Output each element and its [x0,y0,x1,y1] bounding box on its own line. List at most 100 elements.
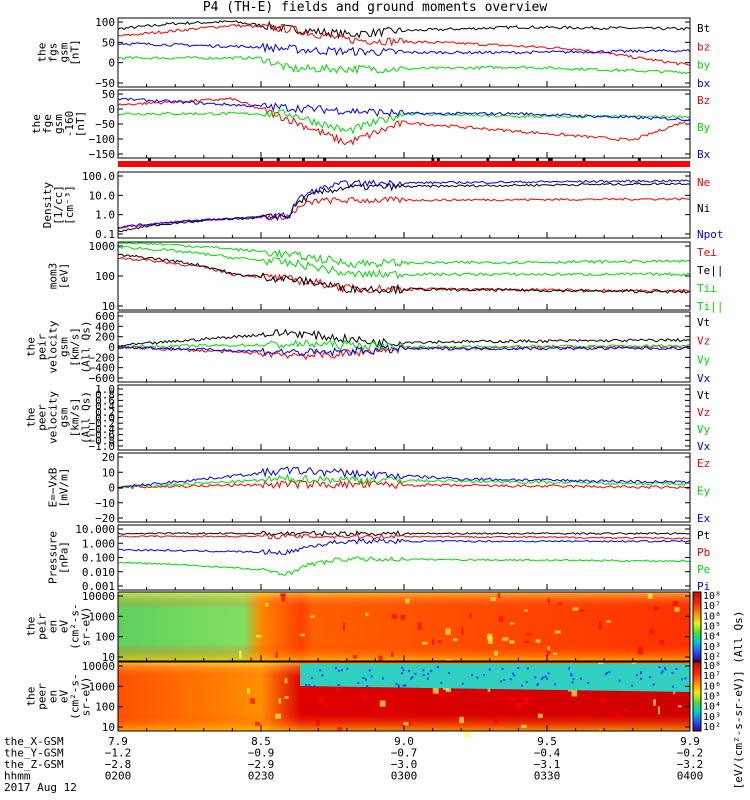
spectrogram-peir-texture [490,597,496,601]
ephem-value: 7.9 [108,735,128,748]
spectrogram-peer-texture [599,698,606,704]
y-tick-label: −1.0 [89,440,116,453]
peer-band-dots [503,678,506,681]
peer-band-dots [426,677,429,680]
spectrogram-peir-texture [265,602,269,607]
y-axis-label: (cm²-s- [69,673,82,719]
spectrogram-peir-texture [554,630,561,634]
spectrogram-peer-texture [317,697,323,704]
peer-band-dots [684,677,687,680]
spectrogram-peir-texture [486,633,493,640]
spectrogram-peir-texture [553,652,557,655]
spectrogram-peir-texture [352,654,358,659]
y-axis-label: peir [36,613,49,640]
colorbar-tick-label: 10⁷ [703,671,721,682]
peer-band-dots [513,674,516,677]
y-axis-label: [1/cc] [52,185,65,225]
peer-band-dots [436,666,439,669]
peer-band-dots [568,667,571,670]
y-tick-label: −600 [89,372,116,385]
chart-title: P4 (TH-E) fields and ground moments over… [202,0,548,15]
peer-band-dots [540,678,543,681]
y-tick-label: 10000 [82,660,115,673]
spectrogram-peir-texture [497,593,501,599]
spectrogram-peer-texture [615,714,621,720]
y-axis-label: en [47,620,60,633]
y-axis-label: mom3 [47,263,60,290]
y-tick-label: −400 [89,362,116,375]
peer-band-dots [640,671,643,674]
ephem-value: −0.2 [677,747,704,760]
spectrogram-peer-texture [523,697,530,705]
y-axis-label: E=−VxB [47,467,60,507]
y-tick-label: 1.0 [95,209,115,222]
legend-entry: Vz [697,406,710,419]
peer-band-dots [660,671,663,674]
spectrogram-peir-texture [453,638,458,642]
peer-band-dots [337,683,340,686]
y-axis-label: eV [58,620,71,634]
series-line-Vx [117,344,691,358]
peer-band-dots [401,666,404,669]
spectrogram-peir-texture [557,602,563,605]
peer-band-dots [545,677,548,680]
peer-band-dots [346,667,349,670]
legend-entry: Ni [697,202,710,215]
peer-band-dots [572,678,575,681]
peer-band-dots [501,667,504,670]
ephem-value: −1.2 [105,747,132,760]
spectrogram-peir-texture [365,612,369,617]
spectrogram-peer-texture [432,687,439,694]
peer-band-dots [321,674,324,677]
y-tick-label: 100.0 [82,170,115,183]
spectrogram-peir-texture [524,641,530,644]
peer-band-dots [521,684,524,687]
peer-band-dots [526,667,529,670]
peer-band-dots [366,685,369,688]
peer-band-dots [402,684,405,687]
y-axis-label: [km/s] [69,398,82,438]
peer-band-dots [536,683,539,686]
spectrogram-peir-texture [659,639,665,645]
peer-band-dots [570,674,573,677]
peer-band-dots [525,681,528,684]
peer-band-dots [534,676,537,679]
panel-frame-pressure [117,524,691,591]
y-tick-label: 100 [95,270,115,283]
y-axis-label: [nT] [74,111,87,138]
ephem-value: 0330 [534,770,561,783]
spectrogram-peir-texture [469,613,472,618]
peer-band-dots [488,668,491,671]
mode-bar-mark [323,158,327,161]
spectrogram-peer-texture [275,713,282,719]
peer-band-dots [319,669,322,672]
y-tick-label: 0.8 [95,389,115,402]
spectrogram-peer-texture [443,686,449,690]
legend-entry: bz [697,40,710,53]
ephem-value: −3.1 [534,758,561,771]
y-axis-label: peer [36,404,49,431]
mode-bar-mark [637,158,641,161]
peer-band-dots [639,672,642,675]
y-axis-label: the [30,114,43,134]
series-line-Te|| [117,253,690,296]
y-axis-label: sr-eV) [80,607,93,647]
spectrogram-peir-texture [461,627,464,635]
spectrogram-peer-texture [509,696,516,701]
colorbar-tick-label: 10⁴ [703,702,721,713]
mode-bar-mark [301,158,305,161]
series-line-Pt [117,530,691,537]
legend-entry: Vt [697,316,710,329]
spectrogram-peir-texture [438,640,442,644]
peer-band-dots [664,668,667,671]
peer-band-dots [618,679,621,682]
ephem-label: the_X-GSM [4,735,64,748]
peer-band-dots [337,669,340,672]
ephem-value: −0.4 [534,747,561,760]
peer-band-dots [681,678,684,681]
series-line-Bz [117,96,690,146]
spectrogram-peir-texture [523,609,528,612]
spectrogram-peer-texture [459,716,464,724]
y-axis-label: eV [58,690,71,704]
